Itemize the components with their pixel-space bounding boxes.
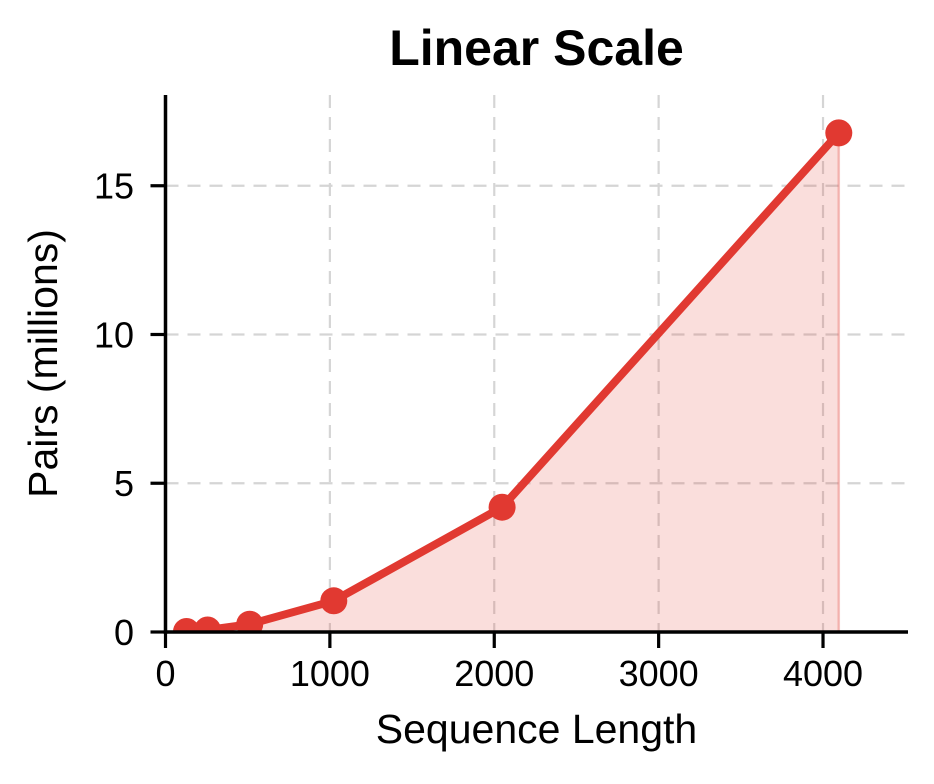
axes: [150, 95, 908, 648]
tick-labels: 0 1000 2000 3000 4000 0 5 10 15: [94, 166, 863, 694]
data-point-marker: [825, 119, 853, 147]
x-tick-label: 2000: [454, 653, 534, 694]
data-point-marker: [194, 616, 222, 632]
y-tick-label: 0: [114, 612, 134, 653]
y-tick-label: 5: [114, 463, 134, 504]
y-axis-label: Pairs (millions): [20, 229, 66, 498]
plot-area: [173, 119, 853, 632]
x-tick-label: 0: [155, 653, 175, 694]
x-tick-label: 1000: [290, 653, 370, 694]
data-point-marker: [488, 493, 516, 521]
data-point-marker: [173, 618, 200, 632]
y-tick-label: 10: [94, 314, 134, 355]
y-tick-label: 15: [94, 166, 134, 207]
area-fill: [186, 132, 839, 632]
x-tick-label: 3000: [619, 653, 699, 694]
x-tick-label: 4000: [783, 653, 863, 694]
data-point-marker: [320, 587, 348, 615]
chart-title: Linear Scale: [389, 20, 684, 76]
x-axis-label: Sequence Length: [376, 706, 697, 752]
data-point-marker: [236, 610, 264, 632]
